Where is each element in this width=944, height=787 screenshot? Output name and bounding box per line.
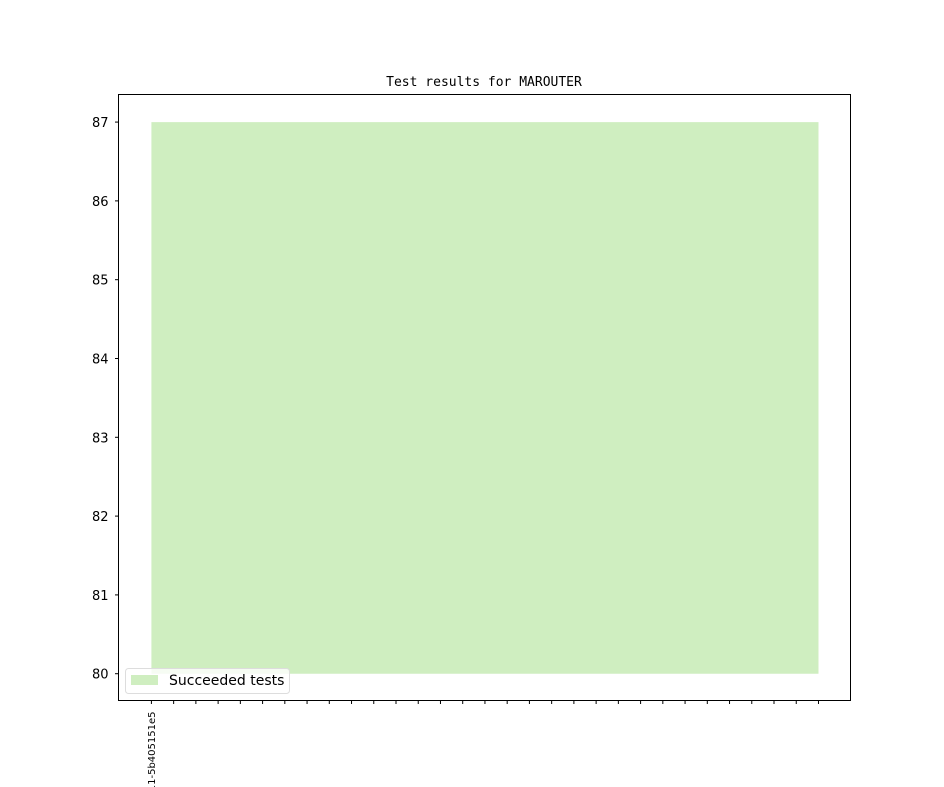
y-tick-label: 82 — [92, 510, 109, 525]
legend-box — [125, 668, 290, 694]
y-tick-label: 81 — [92, 589, 109, 604]
legend-swatch — [131, 675, 158, 685]
legend: Succeeded tests — [125, 668, 290, 694]
y-tick-label: 86 — [92, 195, 109, 210]
y-tick-label: 83 — [92, 431, 109, 446]
x-tick-label: 11-5b405151e5 — [147, 712, 158, 787]
y-tick-label: 87 — [92, 116, 109, 131]
legend-label: Succeeded tests — [169, 673, 284, 689]
y-tick-label: 80 — [92, 668, 109, 683]
axes-frame — [118, 94, 851, 701]
series-area-0 — [151, 122, 819, 674]
y-tick-label: 85 — [92, 274, 109, 289]
chart-title: Test results for MAROUTER — [386, 75, 582, 90]
y-tick-label: 84 — [92, 352, 109, 367]
